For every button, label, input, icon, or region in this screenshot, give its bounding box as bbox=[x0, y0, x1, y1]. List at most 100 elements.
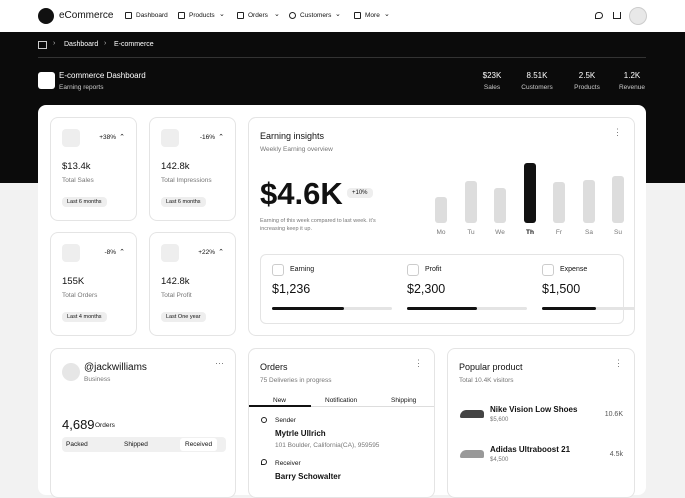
orders-card: Orders ⋮ 75 Deliveries in progress New N… bbox=[248, 348, 435, 498]
breadcrumb: E-commerce bbox=[114, 41, 154, 48]
more-menu[interactable]: ⋮ bbox=[614, 358, 623, 368]
stat-value: 2.5K bbox=[578, 71, 596, 80]
metrics-box: Earning $1,236 Profit $2,300 Expense $1,500 bbox=[260, 254, 634, 324]
value: 142.8k bbox=[161, 276, 190, 287]
tab-active[interactable]: Received bbox=[180, 438, 218, 451]
label: Total Orders bbox=[62, 292, 98, 299]
value: 142.8k bbox=[161, 161, 190, 172]
metric-value: $2,300 bbox=[407, 282, 446, 296]
change: -16% bbox=[199, 134, 215, 141]
dashboard-icon bbox=[38, 72, 55, 89]
value: $13.4k bbox=[62, 161, 91, 172]
nav-item[interactable]: Products bbox=[189, 12, 215, 19]
tab[interactable]: Shipping bbox=[391, 397, 417, 404]
metric-label: Earning bbox=[290, 266, 315, 273]
nav-item[interactable]: More bbox=[365, 12, 380, 19]
period: Last One year bbox=[161, 312, 206, 322]
nav-item[interactable]: Customers bbox=[300, 12, 332, 19]
divider bbox=[38, 57, 646, 58]
card-subtitle: Weekly Earning overview bbox=[260, 146, 333, 153]
nav-item[interactable]: Dashboard bbox=[136, 12, 168, 19]
nav-icon bbox=[289, 12, 296, 19]
avatar bbox=[62, 363, 80, 381]
nav-item[interactable]: Orders bbox=[248, 12, 268, 19]
product-image bbox=[460, 450, 484, 458]
tab[interactable]: New bbox=[273, 397, 287, 404]
progress-fill bbox=[542, 307, 596, 310]
note: Earning of this week compared to last we… bbox=[260, 218, 376, 232]
nav-icon bbox=[354, 12, 361, 19]
breadcrumb[interactable]: Dashboard bbox=[64, 41, 99, 48]
change: -8% bbox=[104, 249, 116, 256]
chevron: ⌄ bbox=[384, 11, 390, 18]
value: 155K bbox=[62, 276, 85, 287]
weekday-bar bbox=[583, 180, 595, 223]
receiver-icon bbox=[261, 459, 267, 465]
tab-indicator bbox=[249, 405, 311, 407]
orders-label: Orders bbox=[95, 422, 115, 429]
label: Receiver bbox=[275, 460, 301, 467]
change: +22% bbox=[198, 249, 215, 256]
popular-product-card: Popular product ⋮ Total 10.4K visitors N… bbox=[447, 348, 635, 498]
progress-fill bbox=[272, 307, 344, 310]
weekday-label: Sa bbox=[585, 229, 593, 236]
stat-icon bbox=[161, 244, 179, 262]
tab[interactable]: Packed bbox=[66, 441, 88, 448]
tab[interactable]: Notification bbox=[325, 397, 358, 404]
user-avatar[interactable] bbox=[629, 7, 647, 25]
change-badge: +10% bbox=[347, 188, 373, 198]
period: Last 6 months bbox=[161, 197, 206, 207]
metric-label: Profit bbox=[425, 266, 442, 273]
metric-value: $1,236 bbox=[272, 282, 311, 296]
profile-card: @jackwilliams Business ⋯ 4,689 Orders Pa… bbox=[50, 348, 236, 498]
logo[interactable] bbox=[38, 8, 54, 24]
stat-label: Sales bbox=[483, 84, 501, 91]
name: Barry Schowalter bbox=[275, 472, 341, 481]
status-tabs: Packed Shipped Received bbox=[62, 437, 226, 452]
earning-insights-card: Earning insights ⋮ Weekly Earning overvi… bbox=[248, 117, 635, 336]
card-subtitle: Total 10.4K visitors bbox=[459, 377, 514, 384]
nav-icon bbox=[178, 12, 185, 19]
product-count: 10.6K bbox=[604, 411, 623, 418]
stat-card: +38% ⌃ $13.4k Total Sales Last 6 months bbox=[50, 117, 137, 221]
weekday-bar bbox=[524, 163, 536, 223]
wishlist-icon[interactable] bbox=[595, 12, 603, 19]
stat-card: +22% ⌃ 142.8k Total Profit Last One year bbox=[149, 232, 236, 336]
weekday-bar bbox=[553, 182, 565, 223]
stat-icon bbox=[62, 129, 80, 147]
home-icon[interactable] bbox=[38, 41, 47, 49]
weekday-label: Mo bbox=[436, 229, 446, 236]
label: Total Profit bbox=[161, 292, 192, 299]
tab[interactable]: Shipped bbox=[124, 441, 148, 448]
more-menu[interactable]: ⋮ bbox=[613, 127, 622, 137]
stat-value: 1.2K bbox=[623, 71, 641, 80]
label: Total Impressions bbox=[161, 177, 212, 184]
product-name[interactable]: Adidas Ultraboost 21 bbox=[490, 445, 571, 454]
metric-icon bbox=[272, 264, 284, 276]
cart-icon[interactable] bbox=[613, 12, 621, 19]
product-price: $5,600 bbox=[490, 417, 509, 423]
stat-card: -8% ⌃ 155K Total Orders Last 4 months bbox=[50, 232, 137, 336]
chevron: ⌃ bbox=[119, 134, 125, 141]
weekday-bar bbox=[612, 176, 624, 223]
more-menu[interactable]: ⋯ bbox=[215, 358, 224, 368]
tab-line bbox=[249, 406, 434, 407]
more-menu[interactable]: ⋮ bbox=[414, 358, 423, 368]
nav-icon bbox=[237, 12, 244, 19]
product-name[interactable]: Nike Vision Low Shoes bbox=[490, 405, 578, 414]
label: Total Sales bbox=[62, 177, 94, 184]
card-title: Popular product bbox=[459, 362, 523, 372]
stat-card: -16% ⌃ 142.8k Total Impressions Last 6 month… bbox=[149, 117, 236, 221]
change: +38% bbox=[99, 134, 116, 141]
chevron: ⌃ bbox=[218, 249, 224, 256]
period: Last 4 months bbox=[62, 312, 107, 322]
brand: eCommerce bbox=[59, 10, 114, 21]
role: Business bbox=[84, 376, 111, 383]
card-title: Earning insights bbox=[260, 131, 325, 141]
top-nav: eCommerce Dashboard Products ⌄ Orders ⌄ Custo… bbox=[0, 0, 685, 32]
handle: @jackwilliams bbox=[84, 362, 147, 373]
weekday-label: Fr bbox=[555, 229, 563, 236]
chevron: ⌃ bbox=[218, 134, 224, 141]
metric-label: Expense bbox=[560, 266, 588, 273]
